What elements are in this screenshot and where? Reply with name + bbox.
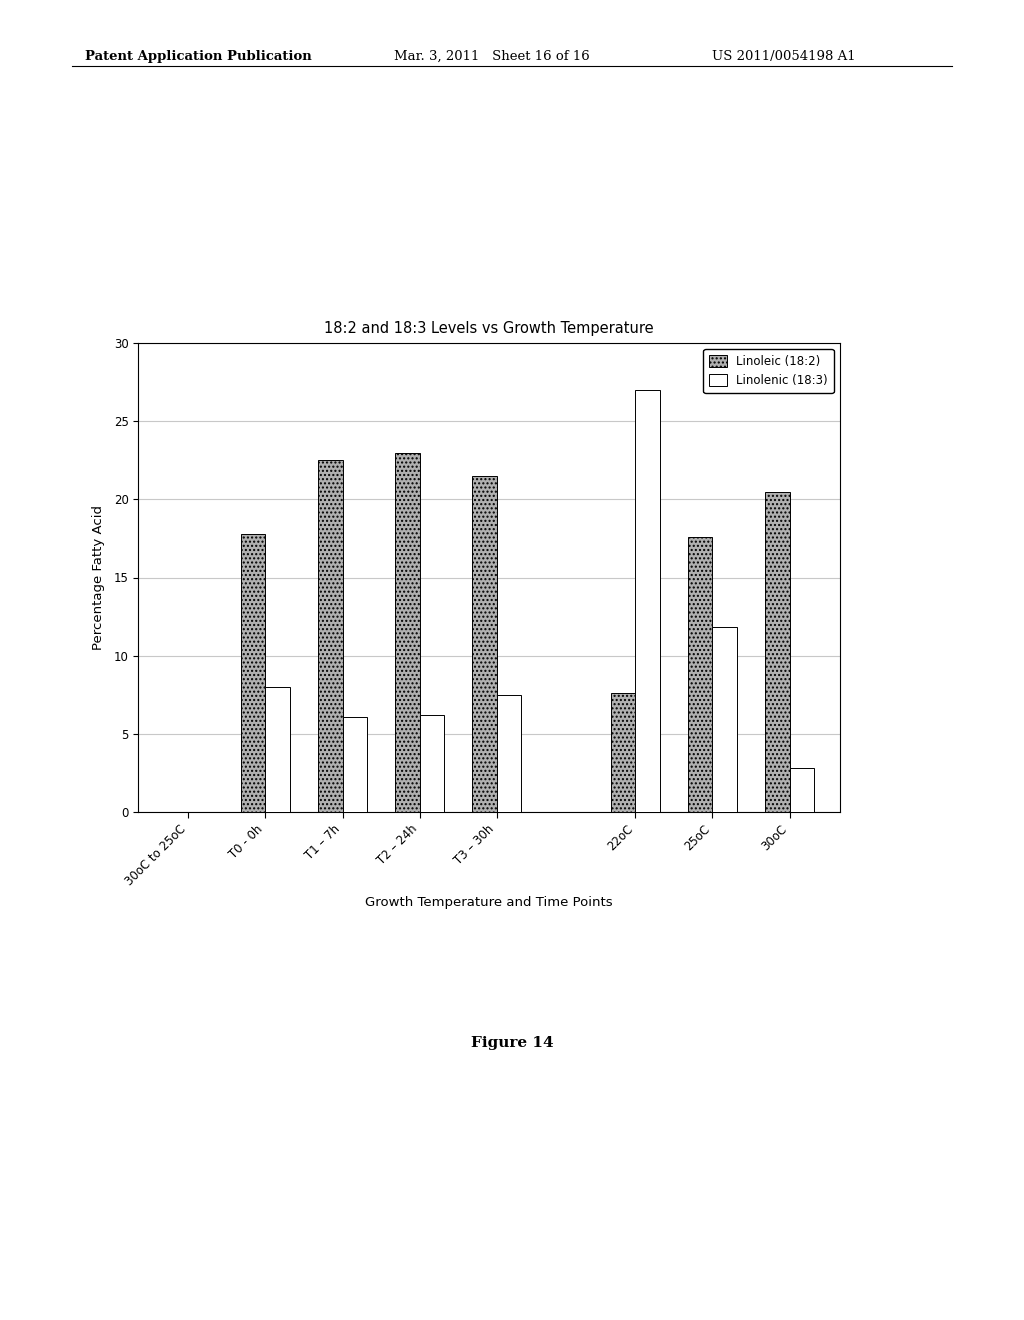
Bar [713,627,737,812]
Bar [610,693,636,812]
Bar [420,715,444,812]
Text: Figure 14: Figure 14 [471,1036,553,1051]
Text: Patent Application Publication: Patent Application Publication [85,50,311,63]
Bar [472,477,497,812]
Bar [342,717,368,812]
X-axis label: Growth Temperature and Time Points: Growth Temperature and Time Points [366,896,612,909]
Y-axis label: Percentage Fatty Acid: Percentage Fatty Acid [92,506,105,649]
Text: US 2011/0054198 A1: US 2011/0054198 A1 [712,50,855,63]
Bar [636,391,660,812]
Bar [765,491,790,812]
Bar [497,694,521,812]
Bar [241,533,265,812]
Legend: Linoleic (18:2), Linolenic (18:3): Linoleic (18:2), Linolenic (18:3) [703,348,834,393]
Bar [688,537,713,812]
Bar [317,461,342,812]
Bar [790,768,814,812]
Title: 18:2 and 18:3 Levels vs Growth Temperature: 18:2 and 18:3 Levels vs Growth Temperatu… [325,322,653,337]
Bar [395,453,420,812]
Text: Mar. 3, 2011   Sheet 16 of 16: Mar. 3, 2011 Sheet 16 of 16 [394,50,590,63]
Bar [265,686,290,812]
